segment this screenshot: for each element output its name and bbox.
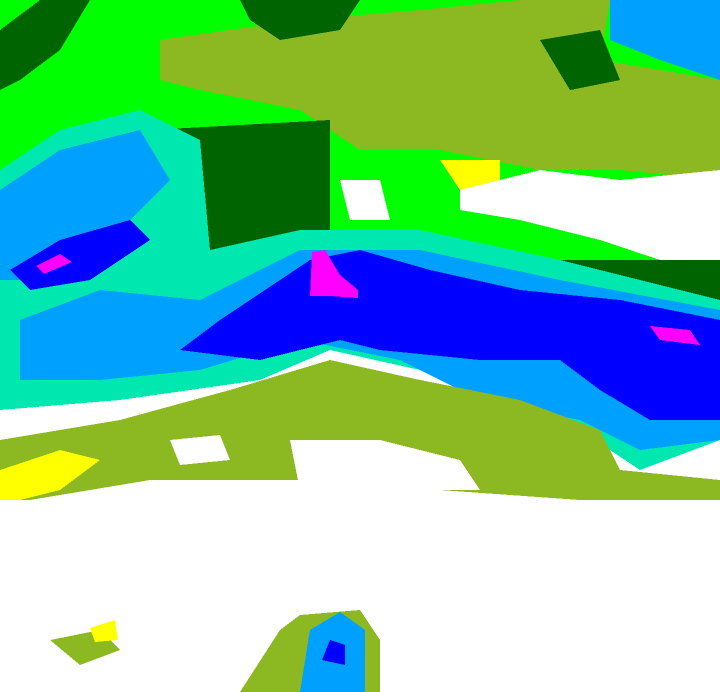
region-extreme-center <box>310 250 358 298</box>
region-heavy-topright <box>610 0 720 80</box>
region-very-light-bottom-left <box>90 620 118 642</box>
region-none-mid <box>340 180 390 220</box>
region-very-light-lower <box>0 450 100 500</box>
region-moderate-topleft <box>0 0 90 90</box>
region-extreme-left <box>36 254 72 274</box>
region-very-light-right <box>440 160 500 190</box>
region-moderate-top <box>240 0 360 40</box>
region-none-lower-mid <box>290 440 480 490</box>
region-extreme-right <box>650 326 700 345</box>
region-very-heavy-bottom-cell <box>322 640 345 665</box>
region-none-right <box>460 170 720 270</box>
region-moderate-topright <box>540 30 620 90</box>
region-none-lower <box>170 435 230 465</box>
region-heavy-left <box>0 130 170 280</box>
